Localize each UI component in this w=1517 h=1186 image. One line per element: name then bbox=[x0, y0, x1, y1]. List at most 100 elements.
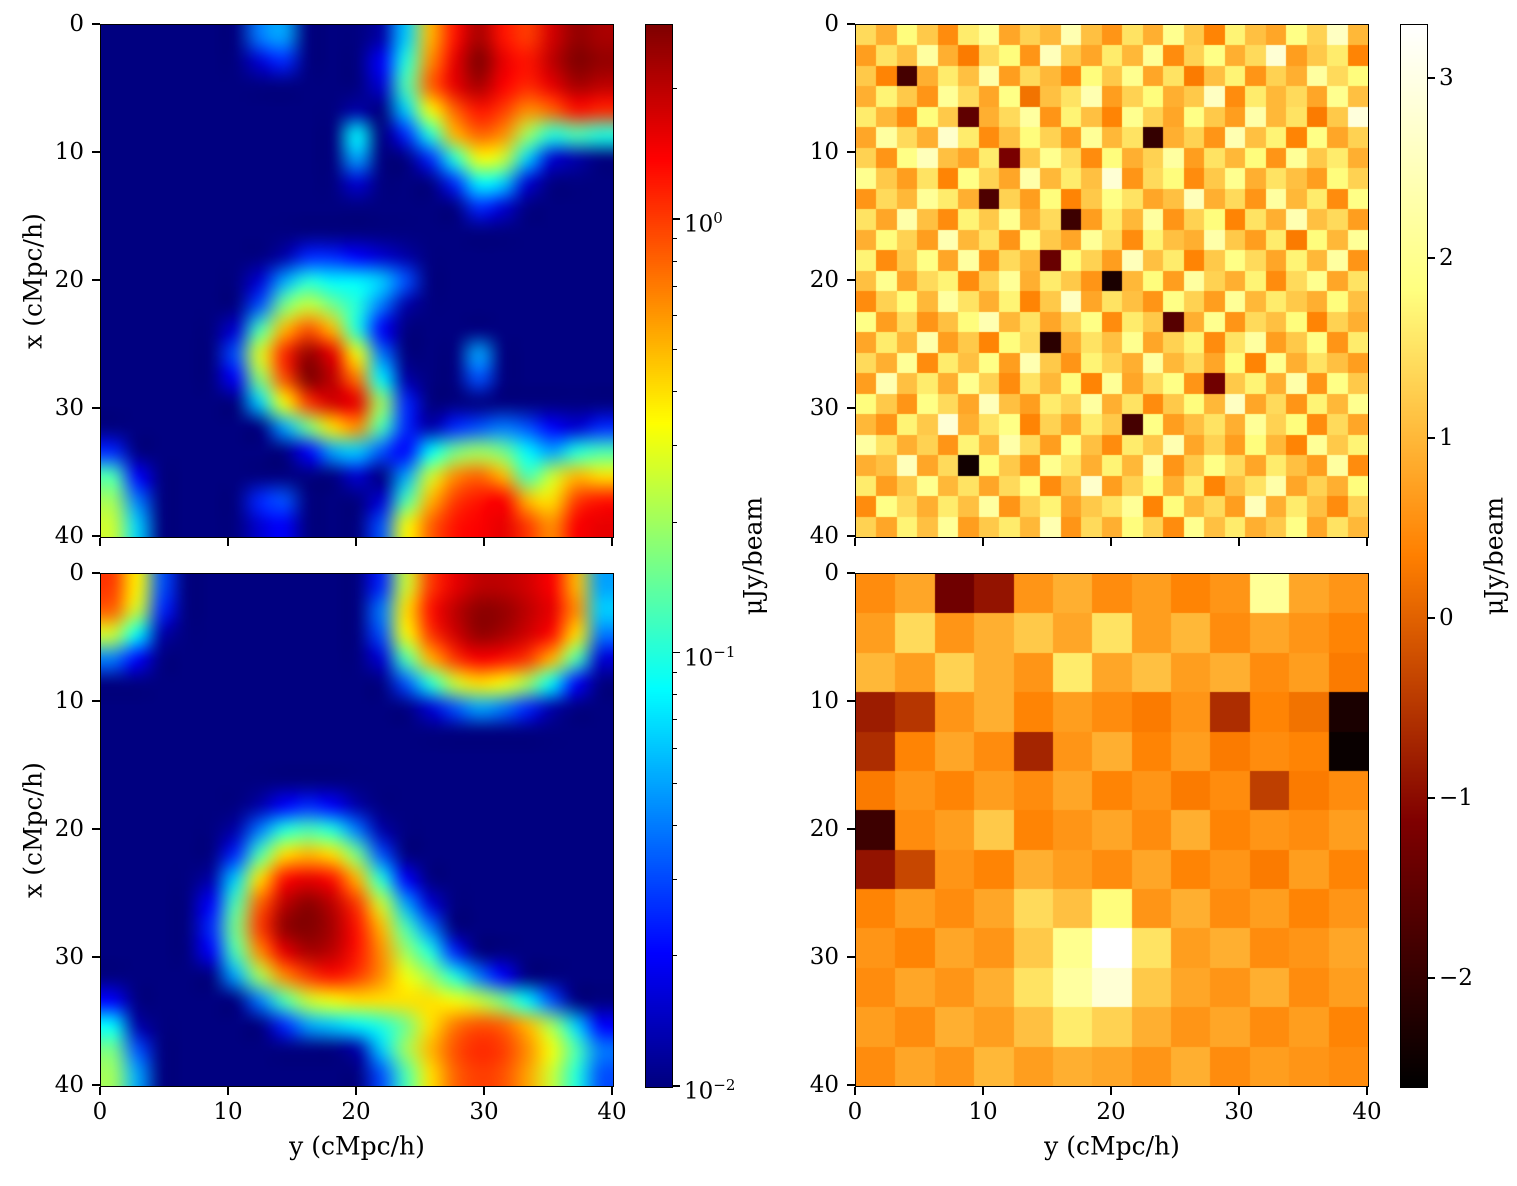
x-tick-mark bbox=[1110, 538, 1112, 546]
y-tick-mark bbox=[92, 572, 100, 574]
colorbar-left-minor-tick-mark bbox=[673, 314, 677, 316]
x-tick-mark bbox=[227, 1087, 229, 1095]
x-tick-mark bbox=[1110, 1087, 1112, 1095]
y-tick-mark bbox=[847, 23, 855, 25]
y-tick-label: 0 bbox=[69, 11, 84, 37]
y-tick-label: 30 bbox=[809, 395, 839, 421]
x-tick-mark bbox=[355, 538, 357, 546]
x-tick-mark bbox=[99, 1087, 101, 1095]
y-tick-mark bbox=[92, 23, 100, 25]
colorbar-left-tick-mark bbox=[673, 651, 680, 654]
colorbar-left-minor-tick-mark bbox=[673, 719, 677, 721]
x-tick-mark bbox=[483, 538, 485, 546]
xlabel-bottom-left: y (cMpc/h) bbox=[289, 1131, 425, 1161]
x-tick-label: 30 bbox=[1224, 1099, 1254, 1125]
panel-noise-bottom-right bbox=[855, 573, 1369, 1087]
x-tick-mark bbox=[483, 1087, 485, 1095]
colorbar-left bbox=[645, 24, 673, 1088]
panel-noise-top-right bbox=[855, 24, 1369, 538]
y-tick-mark bbox=[92, 535, 100, 537]
y-tick-label: 10 bbox=[54, 688, 84, 714]
x-tick-mark bbox=[611, 1087, 613, 1095]
colorbar-right-tick-label: 2 bbox=[1439, 245, 1454, 271]
x-tick-mark bbox=[355, 1087, 357, 1095]
colorbar-right bbox=[1400, 24, 1428, 1088]
colorbar-left-minor-tick-mark bbox=[673, 285, 677, 287]
colorbar-left-minor-tick-mark bbox=[673, 824, 677, 826]
x-tick-mark bbox=[1238, 1087, 1240, 1095]
x-tick-mark bbox=[1238, 538, 1240, 546]
colorbar-right-tick-mark bbox=[1428, 617, 1435, 619]
heatmap-signal-top-left bbox=[101, 25, 613, 537]
x-tick-mark bbox=[854, 1087, 856, 1095]
y-tick-mark bbox=[847, 151, 855, 153]
x-tick-mark bbox=[611, 538, 613, 546]
colorbar-left-minor-tick-mark bbox=[673, 88, 677, 90]
heatmap-noise-bottom-right bbox=[856, 574, 1368, 1086]
colorbar-left-minor-tick-mark bbox=[673, 782, 677, 784]
y-tick-mark bbox=[847, 407, 855, 409]
panel-signal-bottom-left bbox=[100, 573, 614, 1087]
x-tick-mark bbox=[1366, 538, 1368, 546]
y-tick-label: 40 bbox=[809, 1072, 839, 1098]
colorbar-left-minor-tick-mark bbox=[673, 878, 677, 880]
xlabel-bottom-right: y (cMpc/h) bbox=[1044, 1131, 1180, 1161]
colorbar-right-tick-mark bbox=[1428, 797, 1435, 799]
y-tick-label: 20 bbox=[809, 267, 839, 293]
x-tick-label: 20 bbox=[341, 1099, 371, 1125]
colorbar-right-tick-mark bbox=[1428, 77, 1435, 79]
colorbar-left-minor-tick-mark bbox=[673, 238, 677, 240]
y-tick-label: 30 bbox=[809, 944, 839, 970]
y-tick-label: 20 bbox=[54, 267, 84, 293]
colorbar-right-tick-label: 0 bbox=[1439, 605, 1454, 631]
y-tick-mark bbox=[847, 279, 855, 281]
y-tick-label: 10 bbox=[809, 688, 839, 714]
colorbar-left-minor-tick-mark bbox=[673, 671, 677, 673]
y-tick-mark bbox=[847, 828, 855, 830]
y-tick-label: 30 bbox=[54, 395, 84, 421]
y-tick-label: 30 bbox=[54, 944, 84, 970]
colorbar-left-minor-tick-mark bbox=[673, 521, 677, 523]
x-tick-label: 0 bbox=[92, 1099, 108, 1125]
x-tick-mark bbox=[854, 538, 856, 546]
colorbar-right-gradient bbox=[1401, 25, 1427, 1087]
colorbar-right-label: μJy/beam bbox=[1479, 496, 1509, 616]
y-tick-mark bbox=[847, 535, 855, 537]
colorbar-right-tick-label: 1 bbox=[1439, 425, 1454, 451]
heatmap-signal-bottom-left bbox=[101, 574, 613, 1086]
colorbar-left-label: μJy/beam bbox=[738, 496, 768, 616]
y-tick-mark bbox=[92, 279, 100, 281]
colorbar-left-tick-mark bbox=[673, 218, 680, 220]
colorbar-left-gradient bbox=[646, 25, 672, 1087]
y-tick-mark bbox=[847, 1084, 855, 1086]
colorbar-right-tick-label: −2 bbox=[1439, 965, 1473, 991]
y-tick-mark bbox=[92, 151, 100, 153]
y-tick-mark bbox=[847, 956, 855, 958]
y-tick-mark bbox=[92, 700, 100, 702]
y-tick-label: 10 bbox=[809, 139, 839, 165]
colorbar-left-minor-tick-mark bbox=[673, 748, 677, 750]
x-tick-label: 30 bbox=[469, 1099, 499, 1125]
colorbar-left-minor-tick-mark bbox=[673, 260, 677, 262]
y-tick-label: 10 bbox=[54, 139, 84, 165]
colorbar-right-tick-mark bbox=[1428, 977, 1435, 979]
y-tick-label: 0 bbox=[69, 560, 84, 586]
x-tick-mark bbox=[1366, 1087, 1368, 1095]
y-tick-mark bbox=[847, 700, 855, 702]
x-tick-label: 10 bbox=[213, 1099, 243, 1125]
x-tick-label: 40 bbox=[1352, 1099, 1382, 1125]
colorbar-left-tick-label: 100 bbox=[684, 209, 723, 238]
y-tick-label: 0 bbox=[824, 11, 839, 37]
y-tick-mark bbox=[92, 956, 100, 958]
colorbar-right-tick-mark bbox=[1428, 437, 1435, 439]
colorbar-left-minor-tick-mark bbox=[673, 391, 677, 393]
x-tick-label: 0 bbox=[847, 1099, 863, 1125]
colorbar-left-tick-label: 10−2 bbox=[684, 1076, 736, 1105]
y-tick-label: 20 bbox=[809, 816, 839, 842]
colorbar-left-tick-label: 10−1 bbox=[684, 642, 736, 672]
y-tick-label: 40 bbox=[54, 523, 84, 549]
colorbar-right-tick-mark bbox=[1428, 257, 1435, 259]
y-tick-label: 0 bbox=[824, 560, 839, 586]
panel-signal-top-left bbox=[100, 24, 614, 538]
